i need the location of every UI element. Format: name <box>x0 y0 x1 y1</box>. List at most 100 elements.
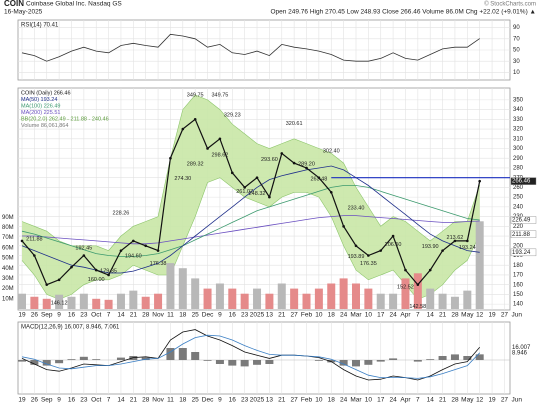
x-tick-label: 11 <box>167 312 174 319</box>
x-tick-label: Jun <box>512 312 523 319</box>
price-annotation: 293.60 <box>261 157 278 163</box>
y-tick-label: 190 <box>513 253 524 259</box>
macd-histogram-bar <box>389 358 398 360</box>
moving-average <box>21 185 480 257</box>
price-annotation: 192.45 <box>75 246 92 252</box>
legend-entry: MA(100) 226.49 <box>21 103 60 109</box>
x-tick-label: Mar <box>350 312 362 319</box>
x-tick-label: 21 <box>439 312 447 319</box>
x-tick-label: 10 <box>365 312 373 319</box>
macd-histogram-bar <box>475 354 484 360</box>
price-point <box>82 254 86 257</box>
moving-average <box>22 215 480 245</box>
price-annotation: 193.90 <box>422 244 439 250</box>
x-tick-label: 14 <box>117 397 125 404</box>
macd-tag: 16.007 <box>512 345 531 351</box>
x-tick-label: 7 <box>416 312 420 319</box>
x-tick-label: 13 <box>266 397 274 404</box>
x-tick-label: 7 <box>416 397 420 404</box>
volume-bar <box>191 278 200 309</box>
x-tick-label: 27 <box>501 312 509 319</box>
signal-line <box>21 334 480 379</box>
macd-histogram-bar <box>55 360 64 364</box>
price-point <box>243 186 246 189</box>
x-tick-label: 2025 <box>250 397 265 404</box>
x-tick-label: Jun <box>512 397 523 404</box>
macd-histogram-bar <box>116 357 125 360</box>
price-point <box>329 190 333 194</box>
price-line <box>21 118 481 286</box>
price-annotation: 179.35 <box>100 268 117 274</box>
volume-bar <box>92 298 101 309</box>
x-tick-label: 11 <box>167 397 174 404</box>
volume-bar <box>203 288 212 309</box>
x-tick-label: 7 <box>107 397 111 404</box>
y-tick-label: 90 <box>513 25 520 31</box>
price-point <box>404 268 407 272</box>
price-annotation: 211.88 <box>26 237 42 243</box>
price-point <box>144 244 147 248</box>
price-point <box>107 273 110 277</box>
x-tick-label: 23 <box>241 397 249 404</box>
price-point <box>317 176 321 179</box>
x-tick-label: Feb <box>301 312 313 319</box>
legend-entry: Volume 86,061,864 <box>21 123 68 129</box>
volume-bar <box>265 293 274 309</box>
volume-bar <box>364 288 373 309</box>
price-annotation: 146.12 <box>51 301 68 307</box>
y-tick-label: 240 <box>513 204 524 210</box>
quote: Open 249.76 High 270.45 Low 248.93 Close… <box>270 9 536 16</box>
volume-tick-label: 60M <box>2 245 14 251</box>
x-tick-label: Apr <box>400 397 411 404</box>
volume-bar <box>215 283 224 309</box>
volume-bar <box>290 288 299 309</box>
x-tick-label: 26 <box>31 312 39 319</box>
x-tick-label: 14 <box>427 397 435 404</box>
x-tick-label: 21 <box>130 312 138 319</box>
macd-histogram-bar <box>79 356 88 360</box>
price-point <box>428 268 432 272</box>
y-tick-label: 140 <box>513 302 524 308</box>
x-tick-label: 19 <box>488 397 496 404</box>
volume-tick-label: 80M <box>2 225 14 231</box>
price-point <box>57 278 61 282</box>
volume-bar <box>253 288 262 309</box>
x-tick-label: 23 <box>241 312 249 319</box>
volume-tick-label: 50M <box>2 256 14 262</box>
x-tick-label: Sep <box>41 397 53 404</box>
volume-bar <box>426 288 435 309</box>
price-point <box>367 254 370 257</box>
x-tick-label: 24 <box>340 312 348 319</box>
x-tick-label: 27 <box>291 397 299 404</box>
volume-tick-label: 10M <box>2 296 14 302</box>
price-tag-label: 193.24 <box>512 250 531 256</box>
x-tick-label: 18 <box>328 312 336 319</box>
volume-bar <box>389 293 398 309</box>
x-tick-label: Dec <box>202 397 214 404</box>
x-tick-label: Feb <box>301 397 313 404</box>
price-annotation: 193.89 <box>348 254 365 260</box>
legend-entry: MA(200) 225.51 <box>21 110 60 116</box>
price-tag-label: 266.46 <box>512 179 531 185</box>
price-tag <box>510 177 537 185</box>
x-tick-label: 9 <box>57 397 61 404</box>
x-tick-label: 12 <box>476 312 484 319</box>
y-tick-label: 260 <box>513 185 524 191</box>
x-tick-label: 19 <box>18 397 26 404</box>
volume-bar <box>351 283 360 309</box>
x-tick-label: 16 <box>68 397 76 404</box>
price-point <box>119 249 123 252</box>
y-tick-label: 280 <box>513 166 524 172</box>
x-tick-label: 18 <box>179 397 187 404</box>
x-tick-label: 14 <box>117 312 125 319</box>
macd-histogram-bar <box>253 360 262 365</box>
x-tick-label: 21 <box>130 397 138 404</box>
price-point <box>20 239 24 243</box>
x-tick-label: Mar <box>350 397 362 404</box>
rsi-line <box>21 33 480 62</box>
macd-histogram-bar <box>413 360 422 362</box>
macd-histogram-bar <box>240 360 249 367</box>
macd-histogram-bar <box>463 356 472 360</box>
price-point <box>354 244 358 248</box>
